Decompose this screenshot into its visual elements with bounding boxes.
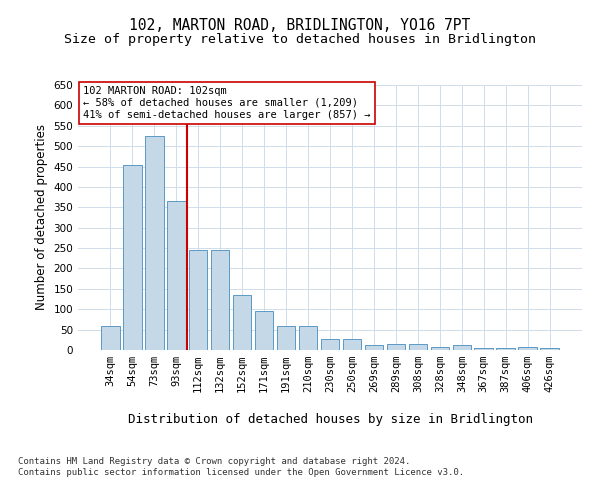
Bar bbox=[496, 348, 515, 350]
Text: 102, MARTON ROAD, BRIDLINGTON, YO16 7PT: 102, MARTON ROAD, BRIDLINGTON, YO16 7PT bbox=[130, 18, 470, 32]
Bar bbox=[365, 345, 383, 350]
Bar bbox=[431, 347, 449, 350]
Bar bbox=[409, 344, 427, 350]
Bar bbox=[123, 164, 142, 350]
Text: Size of property relative to detached houses in Bridlington: Size of property relative to detached ho… bbox=[64, 32, 536, 46]
Bar bbox=[233, 295, 251, 350]
Bar bbox=[145, 136, 164, 350]
Bar bbox=[189, 250, 208, 350]
Bar bbox=[277, 326, 295, 350]
Bar bbox=[101, 326, 119, 350]
Bar bbox=[320, 338, 340, 350]
Bar bbox=[299, 326, 317, 350]
Bar bbox=[167, 201, 185, 350]
Bar bbox=[255, 312, 274, 350]
Y-axis label: Number of detached properties: Number of detached properties bbox=[35, 124, 48, 310]
Text: Contains HM Land Registry data © Crown copyright and database right 2024.
Contai: Contains HM Land Registry data © Crown c… bbox=[18, 458, 464, 477]
Bar bbox=[541, 348, 559, 350]
Bar bbox=[475, 348, 493, 350]
Bar bbox=[518, 346, 537, 350]
Bar bbox=[452, 345, 471, 350]
Text: 102 MARTON ROAD: 102sqm
← 58% of detached houses are smaller (1,209)
41% of semi: 102 MARTON ROAD: 102sqm ← 58% of detache… bbox=[83, 86, 371, 120]
Bar bbox=[386, 344, 405, 350]
Bar bbox=[211, 250, 229, 350]
Text: Distribution of detached houses by size in Bridlington: Distribution of detached houses by size … bbox=[128, 412, 533, 426]
Bar bbox=[343, 338, 361, 350]
